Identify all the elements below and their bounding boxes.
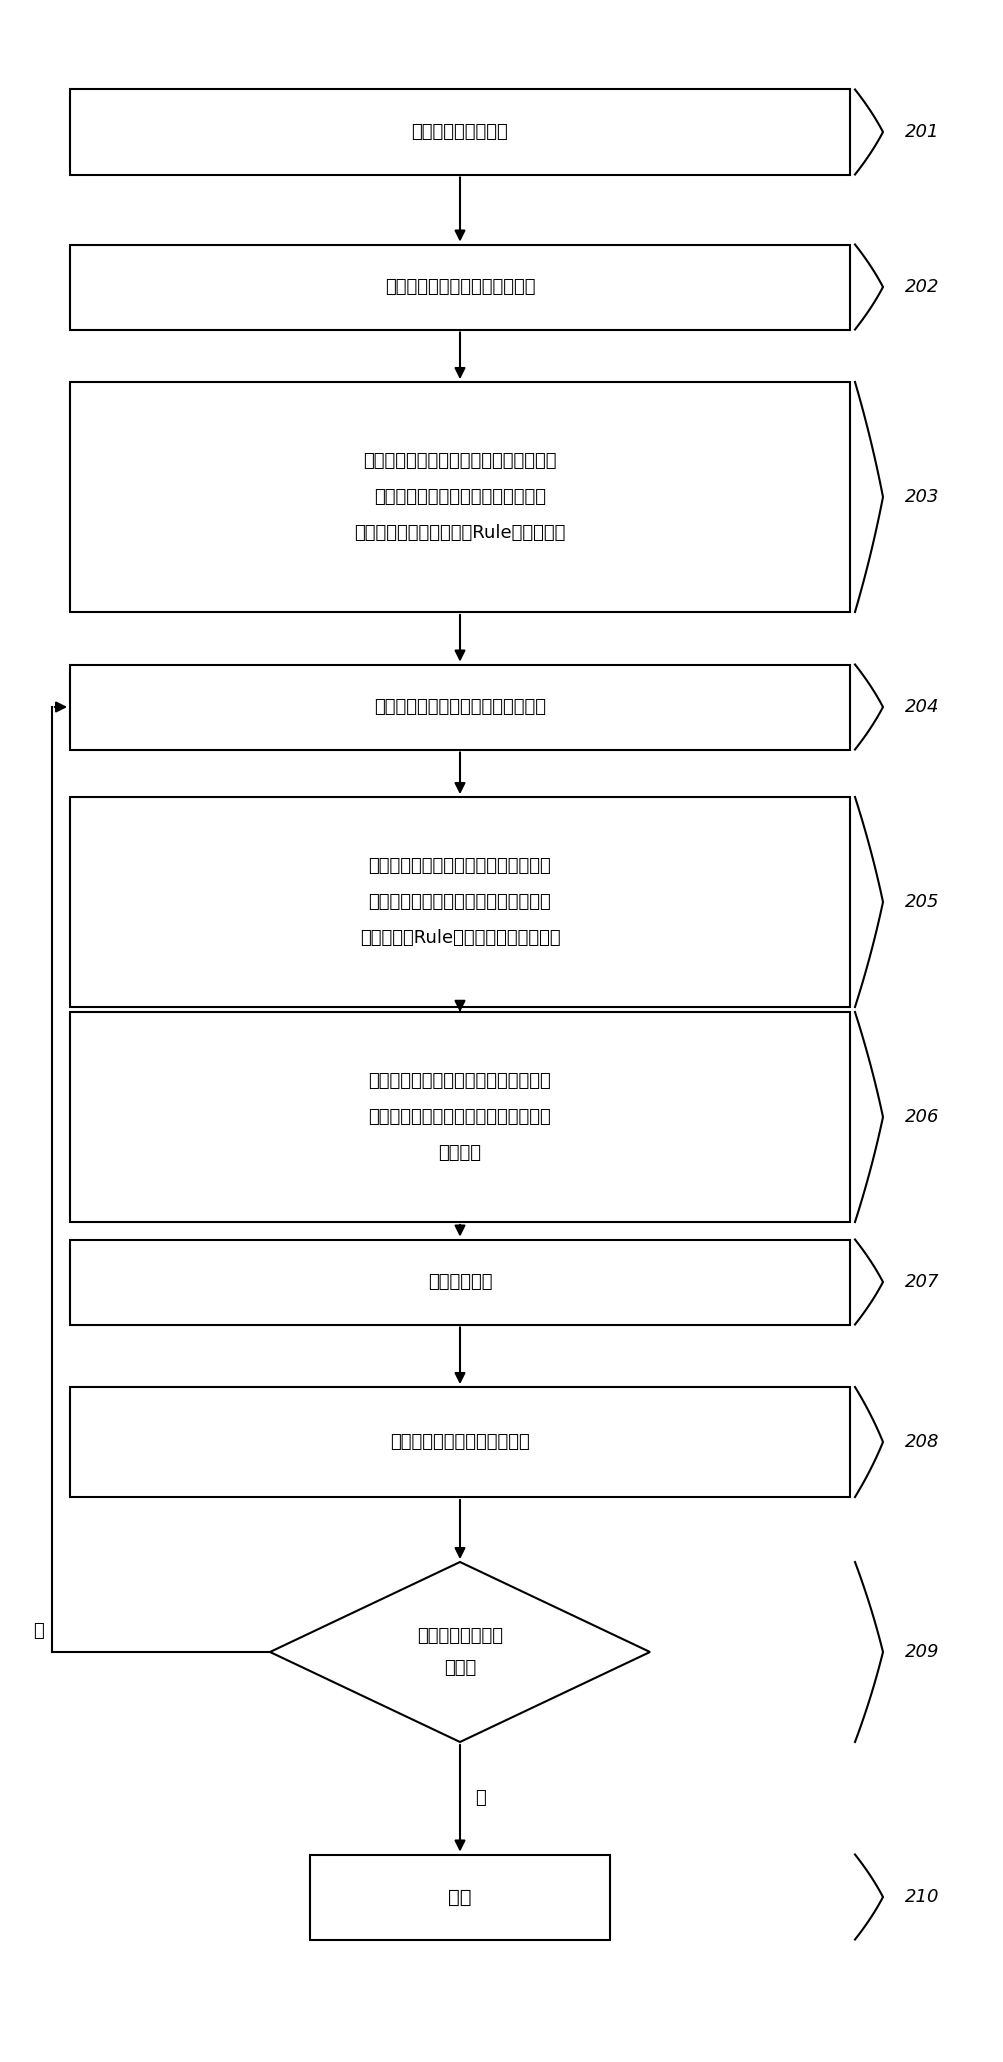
FancyBboxPatch shape [70,1239,850,1324]
Text: 否满足操作资源的表述中Rule定义的条件: 否满足操作资源的表述中Rule定义的条件 [354,524,565,542]
FancyBboxPatch shape [70,1388,850,1497]
FancyBboxPatch shape [70,1012,850,1223]
Text: 获取主动资源的内容的变化结果: 获取主动资源的内容的变化结果 [384,278,535,297]
Text: 且确定主动资源的内容的变化结果是: 且确定主动资源的内容的变化结果是 [374,489,546,505]
Text: 204: 204 [904,699,939,716]
Text: 206: 206 [904,1107,939,1126]
Text: 209: 209 [904,1643,939,1662]
Text: 根据操作资源的优先级选择操作资源: 根据操作资源的优先级选择操作资源 [374,699,546,716]
Text: 是否是最后一个操: 是否是最后一个操 [416,1627,503,1645]
FancyBboxPatch shape [70,381,850,612]
Text: 对主动资源进行配置: 对主动资源进行配置 [411,124,508,140]
Text: 作资源: 作资源 [443,1660,475,1676]
Text: 操作请求: 操作请求 [438,1144,481,1163]
Text: 210: 210 [904,1889,939,1905]
FancyBboxPatch shape [70,89,850,175]
Text: 否: 否 [33,1623,44,1639]
FancyBboxPatch shape [70,798,850,1006]
Text: 202: 202 [904,278,939,297]
Text: 获取与主动资源关联的操作资源的表述，: 获取与主动资源关联的操作资源的表述， [363,452,557,470]
FancyBboxPatch shape [70,245,850,330]
Text: 确定存在与根据优先级选择的操作资源: 确定存在与根据优先级选择的操作资源 [368,858,551,874]
Text: 是: 是 [474,1790,485,1806]
Text: 所述操作请求对应的执行结果: 所述操作请求对应的执行结果 [390,1433,530,1452]
Text: 结束: 结束 [447,1887,471,1907]
Text: 201: 201 [904,124,939,140]
Polygon shape [270,1563,649,1742]
Text: 根据操作资源的表述中的操作请求的种: 根据操作资源的表述中的操作请求的种 [368,1072,551,1091]
Text: 类，获取操作请求的输入参数，并构建: 类，获取操作请求的输入参数，并构建 [368,1107,551,1126]
Text: 208: 208 [904,1433,939,1452]
FancyBboxPatch shape [70,664,850,749]
Text: 赖资源中的Rule定义的条件都能够满足: 赖资源中的Rule定义的条件都能够满足 [359,930,560,946]
Text: 207: 207 [904,1272,939,1291]
Text: 205: 205 [904,893,939,911]
Text: 发送操作请求: 发送操作请求 [427,1272,491,1291]
FancyBboxPatch shape [310,1854,610,1940]
Text: 203: 203 [904,489,939,505]
Text: 相关联的依赖资源，且确定相关联的依: 相关联的依赖资源，且确定相关联的依 [368,893,551,911]
